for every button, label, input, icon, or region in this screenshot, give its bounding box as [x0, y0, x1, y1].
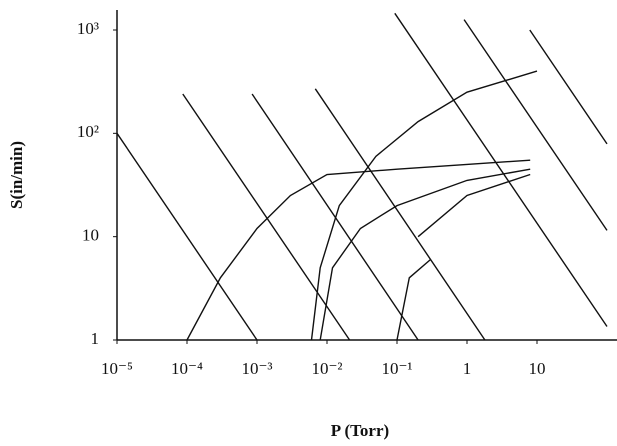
- y-tick-label: 10³: [77, 19, 99, 38]
- x-tick-label: 10: [529, 359, 546, 378]
- series-line: [310, 70, 538, 341]
- x-tick-label: 10⁻³: [241, 359, 272, 378]
- series-line: [186, 159, 531, 341]
- series-line: [396, 259, 431, 341]
- series-line: [314, 88, 486, 341]
- series-line: [394, 12, 608, 327]
- y-tick-label: 10: [82, 226, 99, 245]
- y-tick-label: 10²: [77, 122, 99, 141]
- x-tick-label: 10⁻¹: [381, 359, 412, 378]
- x-tick-label: 10⁻⁵: [101, 359, 133, 378]
- x-tick-label: 10⁻²: [311, 359, 342, 378]
- y-tick-label: 1: [91, 329, 100, 348]
- series-line: [463, 19, 608, 231]
- y-axis-title: S(in/min): [7, 141, 26, 209]
- x-tick-label: 10⁻⁴: [171, 359, 203, 378]
- series-line: [182, 93, 351, 341]
- series-line: [116, 132, 258, 341]
- series-line: [319, 168, 531, 341]
- series-line: [417, 173, 531, 238]
- series-line: [529, 29, 608, 145]
- x-axis-title: P (Torr): [331, 421, 389, 440]
- x-tick-label: 1: [463, 359, 472, 378]
